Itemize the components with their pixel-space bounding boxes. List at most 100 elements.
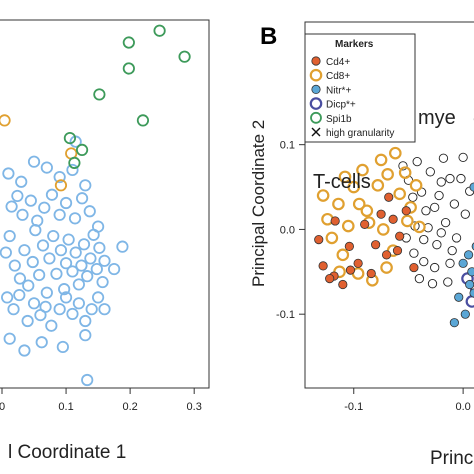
- panel-b-point-black: [440, 217, 451, 228]
- panel-a-point-blue: [0, 246, 12, 259]
- legend: Markers Cd4+ Cd8+ Nitr*+ Dicp*+ Spi1b high gr…: [304, 33, 416, 143]
- panel-a-point-green: [63, 132, 77, 145]
- panel-a-point-blue: [26, 255, 39, 269]
- panel-a-point-blue: [54, 244, 68, 257]
- panel-b-point-red: [330, 216, 340, 226]
- panel-a-x-axis-label: l Coordinate 1: [8, 442, 126, 463]
- panel-b-point-red: [388, 214, 398, 224]
- legend-marker-navy: [309, 97, 323, 110]
- legend-marker-orange: [309, 68, 323, 82]
- panel-b-point-red: [401, 206, 411, 216]
- panel-a-point-blue: [43, 252, 56, 265]
- panel-b-point-red: [360, 219, 370, 229]
- legend-marker-red: [311, 56, 321, 66]
- panel-b-point-black: [438, 153, 449, 163]
- panel-b-point-red: [376, 209, 386, 219]
- panel-a-point-orange: [54, 179, 68, 192]
- legend-items: Cd4+ Cd8+ Nitr*+ Dicp*+ Spi1b high granularit…: [309, 56, 394, 139]
- panel-b-y-tick-label: -0.1: [276, 309, 295, 321]
- panel-a-point-blue: [16, 208, 29, 221]
- panel-a-point-blue: [31, 214, 44, 227]
- panel-b-point-red: [318, 261, 328, 271]
- panel-a-point-blue: [77, 238, 91, 251]
- panel-a-point-blue: [11, 189, 24, 203]
- panel-a-point-blue: [98, 303, 111, 316]
- panel-b-point-orange: [389, 146, 402, 160]
- legend-title: Markers: [335, 39, 374, 50]
- panel-a-point-blue: [93, 241, 106, 254]
- panel-a-point-blue: [13, 288, 26, 302]
- panel-a-point-green: [153, 24, 166, 37]
- panel-a-point-blue: [79, 329, 92, 342]
- panel-a-point-blue: [1, 291, 14, 304]
- panel-b-point-black: [419, 234, 429, 245]
- panel-a-point-blue: [15, 175, 28, 188]
- panel-a-point-blue: [59, 196, 73, 210]
- panel-a-point-blue: [21, 314, 34, 328]
- panel-b-x-axis: -0.1 0.0: [344, 388, 471, 413]
- panel-a-plot-frame: [0, 19, 210, 389]
- panel-a-x-axis: 0 0.1 0.2 0.3: [0, 388, 202, 413]
- panel-b-point-teal_fill: [449, 318, 459, 328]
- panel-b: B -0.1 0.0 -0.1 0.0 0.1 Principal Coordinat…: [249, 21, 474, 469]
- panel-a-point-blue: [81, 270, 94, 283]
- panel-b-point-teal_fill: [463, 250, 474, 260]
- panel-a-point-blue: [53, 170, 66, 184]
- panel-b-plot-frame: [304, 21, 474, 389]
- panel-b-point-black: [436, 177, 446, 187]
- legend-entry-label: high granularity: [326, 128, 394, 139]
- panel-a-x-tick-label: 0.3: [187, 401, 202, 413]
- panel-a-point-blue: [66, 307, 79, 321]
- panel-b-x-tick-label: 0.0: [455, 401, 470, 413]
- panel-b-x-tick-label: -0.1: [344, 401, 363, 413]
- panel-a-point-blue: [91, 291, 105, 304]
- panel-b-label: B: [260, 23, 277, 50]
- panel-a-point-blue: [91, 220, 105, 233]
- panel-b-point-red: [392, 246, 403, 256]
- panel-b-point-teal_fill: [469, 182, 474, 192]
- panel-a-point-blue: [98, 254, 111, 267]
- panel-b-points: [314, 118, 474, 328]
- legend-marker-teal_fill: [311, 84, 321, 95]
- legend-entry-label: Cd8+: [326, 71, 350, 82]
- panel-b-point-teal_fill: [469, 288, 474, 298]
- panel-a-point-blue: [33, 268, 46, 282]
- panel-b-point-orange: [341, 219, 355, 233]
- panel-a-point-green: [68, 156, 81, 169]
- panel-b-point-orange: [409, 179, 423, 192]
- panel-b-point-teal_fill: [454, 292, 464, 302]
- panel-b-point-orange: [376, 223, 390, 236]
- panel-b-point-orange: [316, 189, 330, 202]
- panel-a-point-blue: [81, 373, 94, 387]
- panel-b-point-black: [460, 209, 470, 219]
- panel-b-point-red: [371, 240, 381, 250]
- panel-b-point-orange: [356, 163, 369, 177]
- panel-b-point-black: [398, 161, 408, 171]
- panel-a-point-blue: [50, 267, 63, 280]
- panel-a-point-blue: [68, 212, 82, 225]
- panel-a: 0 0.1 0.2 0.3 l Coordinate 1: [0, 19, 210, 463]
- panel-b-x-axis-label: Princi: [430, 448, 474, 469]
- panel-b-point-orange: [338, 170, 352, 184]
- panel-a-point-blue: [66, 163, 79, 177]
- panel-b-point-black: [447, 245, 457, 256]
- panel-b-point-red: [345, 265, 356, 275]
- panel-a-point-blue: [59, 291, 73, 304]
- panel-a-point-orange: [0, 114, 11, 127]
- panel-b-point-navy: [465, 295, 474, 308]
- panel-a-point-green: [122, 62, 135, 75]
- panel-a-point-blue: [75, 192, 89, 205]
- panel-b-point-orange: [360, 204, 374, 218]
- panel-a-point-blue: [36, 239, 50, 252]
- panel-b-point-black: [427, 279, 438, 289]
- legend-box: [304, 33, 416, 143]
- panel-a-point-blue: [3, 229, 16, 243]
- panel-a-point-blue: [7, 303, 20, 316]
- panel-b-point-orange: [336, 248, 350, 262]
- panel-a-point-blue: [62, 233, 75, 246]
- panel-b-point-black: [434, 190, 444, 201]
- panel-b-point-red: [409, 262, 419, 273]
- panel-b-point-teal_fill: [467, 267, 474, 277]
- panel-b-point-black: [445, 173, 455, 184]
